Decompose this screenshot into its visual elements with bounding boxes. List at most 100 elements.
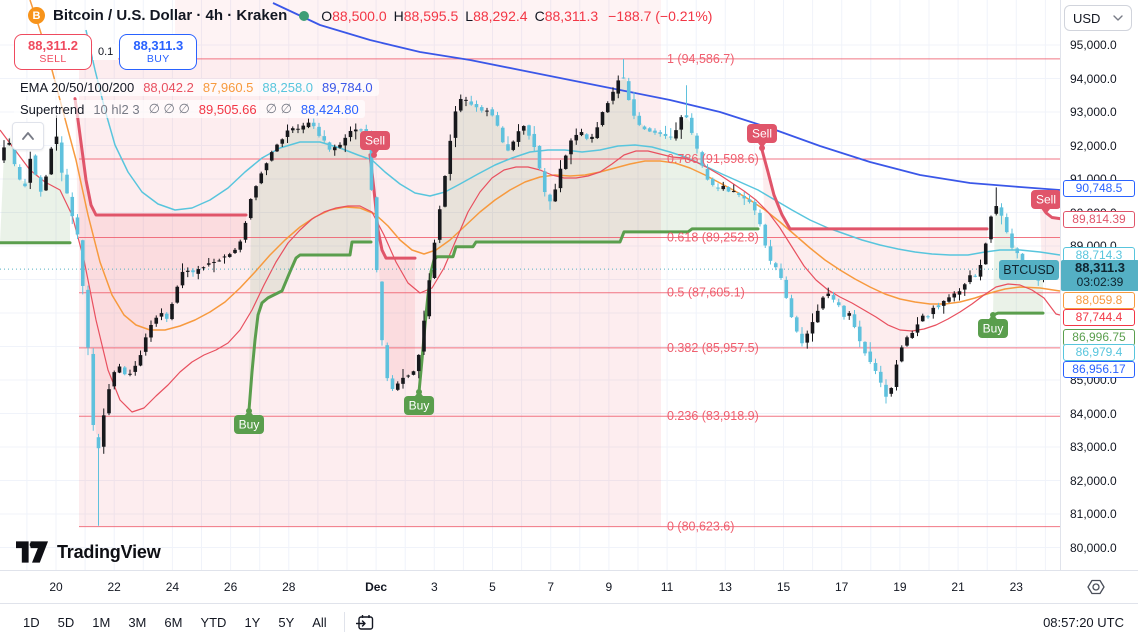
time-tick: 11 (660, 580, 674, 594)
price-tick: 94,000.0 (1070, 71, 1117, 86)
chevron-up-icon (22, 132, 34, 140)
time-tick: 5 (489, 580, 496, 594)
sell-marker[interactable]: Sell (1031, 190, 1060, 214)
range-button-1m[interactable]: 1M (92, 614, 111, 630)
ema-legend-part: 88,258.0 (262, 80, 314, 95)
time-tick: 19 (893, 580, 907, 594)
sell-marker[interactable]: Sell (360, 131, 390, 158)
ohlc-pair: L88,292.4 (465, 7, 528, 24)
time-tick: 26 (223, 580, 238, 594)
supertrend-up-line (417, 227, 760, 394)
range-button-ytd[interactable]: YTD (200, 614, 227, 630)
time-tick: 28 (282, 580, 296, 594)
supertrend-down-line (368, 153, 417, 260)
time-tick: 21 (951, 580, 965, 594)
symbol-title[interactable]: Bitcoin / U.S. Dollar · 4h · Kraken (53, 7, 288, 24)
supertrend-cloud (370, 154, 415, 387)
price-change: −188.7 (−0.21%) (608, 7, 713, 24)
buy-label: BUY (146, 53, 170, 66)
chevron-down-icon (1113, 15, 1123, 21)
plot-price-label: 88,059.8 (1063, 291, 1135, 309)
currency-selector[interactable]: USD (1064, 5, 1132, 31)
svg-text:Buy: Buy (239, 418, 260, 432)
supertrend-down-line (73, 97, 248, 217)
buy-marker[interactable]: Buy (978, 312, 1008, 338)
plot-price-label: 88,714.3 (1063, 246, 1135, 264)
svg-text:Sell: Sell (752, 127, 772, 141)
clock-utc[interactable]: 08:57:20 UTC (1043, 614, 1124, 630)
price-scale[interactable]: USD 95,000.094,000.093,000.092,000.091,0… (1060, 0, 1138, 570)
fib-level-label: 0 (80,623.6) (667, 520, 734, 534)
plot-price-label: 89,814.39 (1063, 210, 1135, 228)
watermark-text: TradingView (57, 541, 161, 562)
ohlc-pair: C88,311.3 (534, 7, 599, 24)
bottom-toolbar: 1D 5D 1M 3M 6M YTD 1Y 5Y All 08:57:20 UTC (0, 603, 1138, 640)
buy-button[interactable]: 88,311.3 BUY (119, 34, 198, 70)
supertrend-cloud (762, 149, 987, 392)
currency-label: USD (1073, 10, 1101, 26)
buy-marker[interactable]: Buy (234, 408, 264, 434)
range-button-all[interactable]: All (312, 614, 327, 630)
fib-level-label: 0.382 (85,957.5) (667, 341, 759, 355)
market-status-icon[interactable] (299, 10, 310, 21)
supertrend-indicator-legend[interactable]: Supertrend 10 hl2 3 ∅ ∅ ∅ 89,505.66 ∅ ∅ 88,42… (14, 100, 365, 118)
time-tick: 15 (776, 580, 791, 594)
range-button-5y[interactable]: 5Y (278, 614, 295, 630)
fib-level-label: 0.5 (87,605.1) (667, 286, 745, 300)
range-button-6m[interactable]: 6M (164, 614, 183, 630)
supertrend-cloud (1040, 204, 1060, 279)
plot-price-label: 86,956.17 (1063, 360, 1135, 378)
range-button-1y[interactable]: 1Y (244, 614, 261, 630)
price-tick: 80,000.0 (1070, 540, 1117, 555)
sell-button[interactable]: 88,311.2 SELL (14, 34, 92, 70)
time-tick: 13 (718, 580, 732, 594)
price-tick: 81,000.0 (1070, 507, 1117, 521)
time-tick: 9 (605, 580, 613, 594)
supertrend-cloud (249, 122, 371, 411)
spread-value: 0.1 (93, 44, 119, 60)
symbol-header: B Bitcoin / U.S. Dollar · 4h · Kraken O8… (28, 7, 712, 24)
axis-settings-icon[interactable] (1086, 577, 1106, 597)
ema-legend-part: 88,042.2 (143, 80, 194, 95)
supertrend-down-line (760, 148, 989, 231)
supertrend-legend-part: 88,424.80 (300, 101, 359, 117)
range-button-5d[interactable]: 5D (57, 614, 75, 630)
time-tick: 22 (107, 580, 121, 594)
ema-indicator-legend[interactable]: EMA 20/50/100/200 88,042.2 87,960.5 88,258.… (14, 79, 379, 96)
supertrend-up-line (247, 240, 373, 412)
range-button-3m[interactable]: 3M (128, 614, 147, 630)
sell-price: 88,311.2 (28, 37, 78, 53)
toolbar-divider (343, 612, 345, 632)
buy-marker[interactable]: Buy (404, 389, 434, 415)
svg-text:Buy: Buy (409, 399, 430, 413)
svg-text:Buy: Buy (983, 322, 1004, 336)
plot-price-label: 87,744.4 (1063, 308, 1135, 326)
supertrend-cloud (75, 98, 246, 442)
ema200-line (272, 2, 1060, 191)
fib-upper-fill (175, 0, 661, 59)
ema-legend-part: 89,784.0 (322, 80, 373, 95)
supertrend-legend-part: ∅ ∅ ∅ (148, 101, 190, 116)
fib-level-label: 1 (94,586.7) (667, 52, 734, 66)
go-to-date-button[interactable] (353, 609, 379, 635)
sell-marker[interactable]: Sell (747, 124, 777, 151)
ema-legend-part: 87,960.5 (202, 80, 254, 95)
ema100-line (85, 29, 1060, 256)
time-axis[interactable]: 20 22 24 26 28 Dec 3 5 7 9 11 13 15 17 19 21 23 (0, 570, 1138, 604)
sell-label: SELL (39, 53, 67, 66)
supertrend-legend-part: Supertrend (20, 101, 85, 117)
plot-price-label: 90,748.5 (1063, 179, 1135, 197)
range-button-1d[interactable]: 1D (23, 614, 40, 630)
time-tick: Dec (365, 580, 388, 594)
price-tick: 82,000.0 (1070, 473, 1117, 488)
svg-text:Sell: Sell (1036, 193, 1056, 207)
collapse-legend-button[interactable] (12, 122, 44, 150)
supertrend-legend-part: ∅ ∅ (265, 101, 292, 116)
calendar-icon (356, 614, 374, 630)
supertrend-legend-part: 89,505.66 (198, 101, 257, 117)
ema-legend-part: EMA 20/50/100/200 (20, 80, 135, 95)
chart-pane[interactable]: 1 (94,586.7) 0.786 (91,598.6) 0.618 (89,25… (0, 0, 1060, 570)
time-tick: 24 (165, 580, 180, 594)
current-price-label: 88,311.3 03:02:39 (1061, 260, 1138, 291)
